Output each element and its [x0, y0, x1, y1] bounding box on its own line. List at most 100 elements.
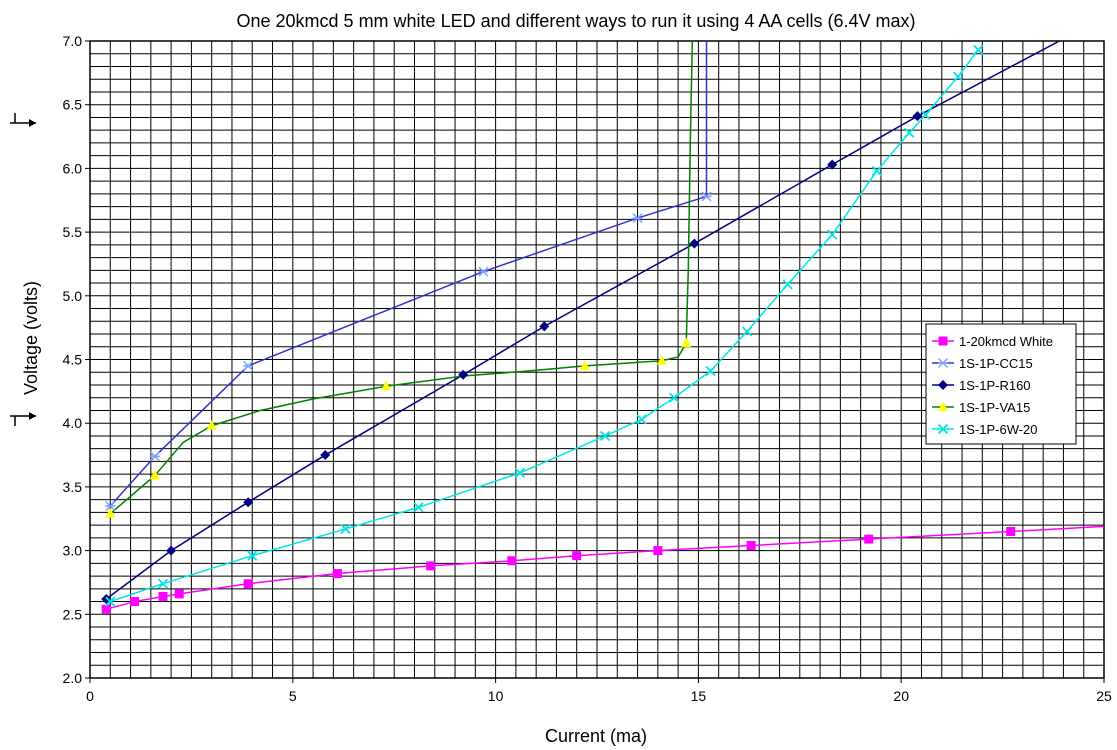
data-point-1s-1p-6w-20: [413, 502, 424, 513]
series-markers-1s-1p-6w-20: [105, 44, 984, 607]
data-point-1s-1p-r160-shape: [166, 545, 177, 556]
data-point-1s-1p-r160: [458, 369, 469, 380]
data-point-1s-1p-r160-shape: [243, 497, 254, 508]
y-tick-label: 4.5: [63, 352, 83, 368]
legend-item-1s-1p-6w-20: 1S-1P-6W-20: [932, 422, 1038, 437]
legend-item-1s-1p-cc15: 1S-1P-CC15: [932, 356, 1033, 371]
data-point-1s-1p-va15-shape: [656, 355, 667, 365]
data-point-1s-1p-6w-20: [904, 127, 915, 138]
legend-label: 1-20kmcd White: [959, 334, 1053, 349]
data-point-1-20kmcd-white: [174, 589, 184, 599]
series-line-1s-1p-va15: [109, 41, 694, 515]
data-point-1-20kmcd-white: [746, 541, 756, 551]
data-point-1s-1p-6w-20: [741, 326, 753, 337]
y-tick-label: 2.0: [63, 670, 83, 686]
x-tick-label: 10: [488, 688, 504, 704]
tick-labels: 2.0 2.5 3.0 3.5 4.0 4.5 5.0 5.5 6.0 6.5 7.0 0 5 10 15 2…: [63, 33, 1112, 704]
series-markers-1s-1p-cc15: [105, 191, 712, 512]
data-point-1s-1p-6w-20: [157, 578, 169, 589]
data-point-1s-1p-va15: [206, 420, 217, 430]
data-point-1s-1p-6w-20-stroke-b: [827, 229, 838, 240]
markers: [101, 44, 1016, 614]
legend-box: [925, 323, 1077, 445]
x-tick-label: 5: [289, 688, 297, 704]
arrow-mark-upper-head: [29, 119, 36, 127]
data-point-1s-1p-6w-20: [705, 365, 716, 377]
data-point-1s-1p-6w-20-stroke-b: [952, 71, 964, 82]
legend-swatch-marker: [937, 423, 949, 435]
x-tick-label: 20: [893, 688, 909, 704]
data-point-1-20kmcd-white: [130, 597, 140, 607]
data-point-1s-1p-cc15: [478, 266, 489, 277]
data-point-1s-1p-r160-shape: [320, 450, 331, 461]
legend-swatch-marker: [938, 336, 948, 346]
data-point-1-20kmcd-white-shape: [332, 569, 342, 579]
legend-swatch-marker: [937, 357, 949, 369]
data-point-1s-1p-6w-20: [247, 550, 258, 561]
legend-item-1s-1p-va15: 1S-1P-VA15: [932, 400, 1030, 415]
data-point-1s-1p-va15: [381, 380, 392, 391]
data-point-1-20kmcd-white: [101, 604, 111, 614]
data-point-1s-1p-6w-20: [827, 229, 838, 240]
legend-swatch-marker-shape: [938, 380, 948, 390]
data-point-1s-1p-r160-shape: [912, 111, 923, 122]
data-point-1s-1p-6w-20-stroke-b: [413, 502, 424, 513]
data-point-1s-1p-6w-20-stroke-b: [741, 326, 753, 337]
data-point-1s-1p-6w-20-stroke-b: [668, 392, 680, 403]
legend-item-1-20kmcd-white: 1-20kmcd White: [932, 334, 1053, 349]
legend-swatch-marker-stroke-b: [937, 423, 949, 435]
data-point-1s-1p-r160: [320, 450, 331, 461]
data-point-1-20kmcd-white: [1006, 526, 1016, 536]
data-point-1s-1p-r160-shape: [827, 159, 838, 170]
data-point-1s-1p-r160: [166, 545, 177, 556]
x-tick-label: 25: [1096, 688, 1112, 704]
legend-label: 1S-1P-6W-20: [959, 422, 1038, 437]
data-point-1s-1p-va15-shape: [206, 420, 217, 430]
data-point-1s-1p-cc15: [701, 191, 712, 202]
y-tick-label: 3.0: [63, 543, 83, 559]
y-tick-label: 6.0: [63, 160, 83, 176]
data-point-1-20kmcd-white: [572, 551, 582, 561]
data-point-1s-1p-va15-shape: [579, 360, 590, 370]
data-point-1s-1p-6w-20-stroke-b: [973, 44, 984, 56]
legend-label: 1S-1P-CC15: [959, 356, 1033, 371]
data-point-1s-1p-va15: [105, 508, 116, 518]
series-markers-1s-1p-r160: [101, 111, 923, 605]
data-point-1s-1p-6w-20: [920, 109, 931, 121]
data-point-1s-1p-va15: [579, 360, 590, 370]
data-point-1-20kmcd-white-shape: [572, 551, 582, 561]
legend: 1-20kmcd White 1S-1P-CC15 1S-1P-R160 1S-1P-…: [925, 323, 1077, 445]
legend-swatch-marker-shape: [938, 401, 948, 411]
legend-swatch-marker: [938, 380, 948, 390]
data-point-1s-1p-6w-20-stroke-b: [871, 165, 883, 177]
legend-label: 1S-1P-VA15: [959, 400, 1030, 415]
data-point-1-20kmcd-white-shape: [426, 561, 436, 571]
data-point-1s-1p-6w-20-stroke-b: [636, 414, 647, 425]
arrow-mark-lower: [10, 412, 36, 426]
y-axis-title: Voltage (volts): [21, 281, 41, 395]
data-point-1s-1p-r160-shape: [689, 238, 700, 249]
data-point-1-20kmcd-white-shape: [158, 591, 168, 601]
data-point-1s-1p-r160-shape: [101, 594, 112, 605]
data-point-1s-1p-va15-shape: [149, 469, 160, 480]
series-markers-1s-1p-va15: [105, 337, 692, 518]
data-point-1s-1p-r160-shape: [458, 369, 469, 380]
arrow-mark-lower-head: [29, 412, 36, 420]
data-point-1s-1p-6w-20: [952, 71, 964, 82]
data-point-1s-1p-cc15: [105, 500, 116, 512]
data-point-1s-1p-6w-20-stroke-b: [782, 279, 793, 290]
data-point-1-20kmcd-white-shape: [243, 579, 253, 589]
data-point-1s-1p-r160-shape: [539, 321, 550, 332]
data-point-1s-1p-r160: [243, 497, 254, 508]
data-point-1-20kmcd-white-shape: [130, 597, 140, 607]
data-point-1-20kmcd-white-shape: [174, 589, 184, 599]
data-point-1-20kmcd-white: [158, 591, 168, 601]
data-point-1s-1p-6w-20: [782, 279, 793, 290]
series-markers-1-20kmcd-white: [101, 526, 1016, 614]
data-point-1-20kmcd-white: [426, 561, 436, 571]
x-axis-title: Current (ma): [545, 726, 647, 746]
data-point-1s-1p-6w-20: [636, 414, 647, 425]
data-point-1s-1p-6w-20: [105, 596, 116, 607]
data-point-1s-1p-r160: [827, 159, 838, 170]
